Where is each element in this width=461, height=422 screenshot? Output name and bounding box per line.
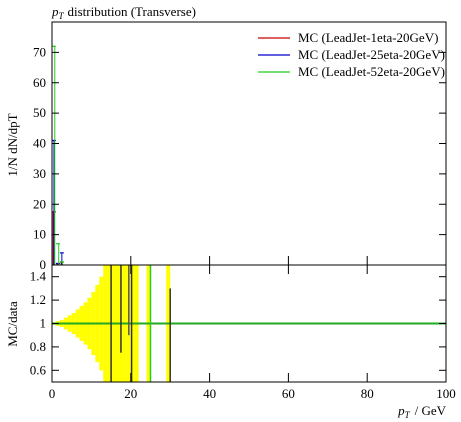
legend-label: MC (LeadJet-52eta-20GeV) xyxy=(298,64,445,79)
y-tick-label: 30 xyxy=(33,166,46,181)
y-tick-label: 0 xyxy=(40,257,47,272)
title-text: distribution (Transverse) xyxy=(68,4,196,19)
y-tick-label: 10 xyxy=(33,227,46,242)
x-tick-label: 0 xyxy=(49,386,56,401)
y-tick-label: 70 xyxy=(33,44,46,59)
ratio-y-label: MC/data xyxy=(5,301,20,347)
ratio-y-tick-label: 1.2 xyxy=(30,292,46,307)
x-tick-label: 60 xyxy=(282,386,295,401)
x-tick-label: 80 xyxy=(361,386,374,401)
xlabel-sub: T xyxy=(405,410,411,420)
y-tick-label: 60 xyxy=(33,75,46,90)
y-tick-label: 40 xyxy=(33,136,46,151)
xlabel-text: / GeV xyxy=(415,403,447,418)
ratio-y-tick-label: 0.8 xyxy=(30,339,46,354)
ratio-y-tick-label: 0.6 xyxy=(30,362,47,377)
y-tick-label: 20 xyxy=(33,196,46,211)
title-var: p xyxy=(51,4,59,19)
x-tick-label: 40 xyxy=(203,386,216,401)
legend-label: MC (LeadJet-1eta-20GeV) xyxy=(298,30,438,45)
x-tick-label: 20 xyxy=(124,386,137,401)
x-axis-label: pT / GeV xyxy=(397,403,447,420)
y-tick-label: 50 xyxy=(33,105,46,120)
ratio-y-tick-label: 1.4 xyxy=(30,269,47,284)
title-sub: T xyxy=(59,11,65,21)
y-axis-label: 1/N dN/dpT xyxy=(5,113,20,176)
ratio-y-tick-label: 1 xyxy=(40,316,47,331)
chart-title: pT distribution (Transverse) xyxy=(51,4,196,21)
legend-label: MC (LeadJet-25eta-20GeV) xyxy=(298,47,445,62)
x-tick-label: 100 xyxy=(436,386,456,401)
xlabel-var: p xyxy=(397,403,405,418)
